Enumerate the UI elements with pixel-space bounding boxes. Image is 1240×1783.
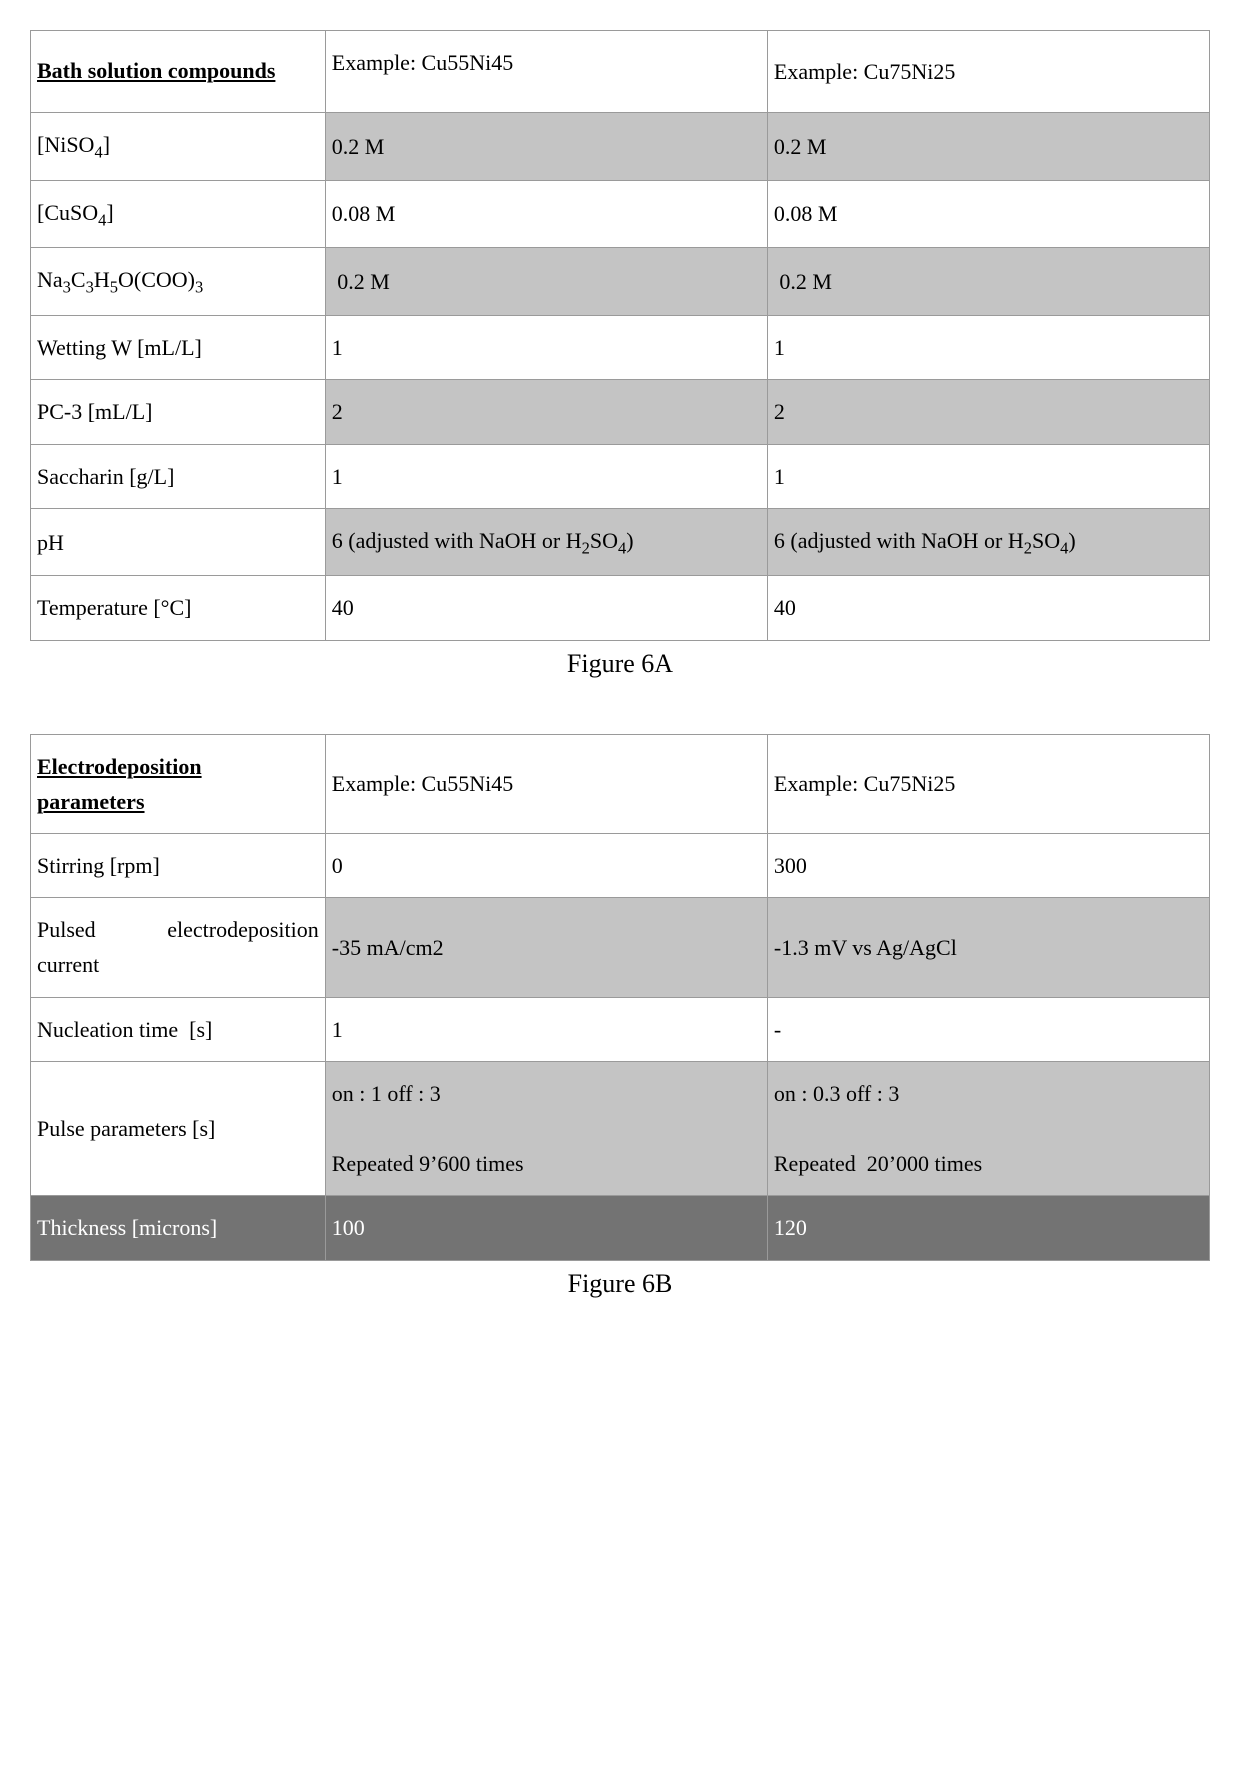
header-col1: Bath solution compounds <box>37 58 275 83</box>
row-value-col2: 1 <box>325 444 767 508</box>
row-value-col3: - <box>767 997 1209 1061</box>
table-row: Saccharin [g/L]11 <box>31 444 1210 508</box>
row-label: Nucleation time [s] <box>31 997 326 1061</box>
row-value-col2: 0.08 M <box>325 180 767 248</box>
row-value-col3: 1 <box>767 316 1209 380</box>
row-value-col2: 0 <box>325 834 767 898</box>
table-row: Nucleation time [s]1- <box>31 997 1210 1061</box>
table-row: Temperature [°C]4040 <box>31 576 1210 640</box>
table-row: PC-3 [mL/L]22 <box>31 380 1210 444</box>
figure-caption-b: Figure 6B <box>30 1269 1210 1299</box>
row-label: pH <box>31 508 326 576</box>
row-value-col2: 6 (adjusted with NaOH or H2SO4) <box>325 508 767 576</box>
row-label: Wetting W [mL/L] <box>31 316 326 380</box>
table-row: Pulse parameters [s]on : 1 off : 3Repeat… <box>31 1061 1210 1196</box>
table-row: Thickness [microns]100120 <box>31 1196 1210 1260</box>
row-value-col3: 2 <box>767 380 1209 444</box>
table-header-row: Electrodepositionparameters Example: Cu5… <box>31 734 1210 833</box>
row-value-col3: 300 <box>767 834 1209 898</box>
row-label: PC-3 [mL/L] <box>31 380 326 444</box>
row-label: Na3C3H5O(COO)3 <box>31 248 326 316</box>
row-value-col3: 0.2 M <box>767 112 1209 180</box>
row-label: Thickness [microns] <box>31 1196 326 1260</box>
row-value-col2: 0.2 M <box>325 112 767 180</box>
row-label: Pulsed electrodeposition current <box>31 898 326 997</box>
table-row: [CuSO4]0.08 M0.08 M <box>31 180 1210 248</box>
row-label: Stirring [rpm] <box>31 834 326 898</box>
row-value-col3: 120 <box>767 1196 1209 1260</box>
row-value-col2: 0.2 M <box>325 248 767 316</box>
electrodeposition-table: Electrodepositionparameters Example: Cu5… <box>30 734 1210 1261</box>
row-value-col2: 2 <box>325 380 767 444</box>
header-col2: Example: Cu55Ni45 <box>325 734 767 833</box>
table-row: Na3C3H5O(COO)3 0.2 M 0.2 M <box>31 248 1210 316</box>
header-col3: Example: Cu75Ni25 <box>767 734 1209 833</box>
row-value-col3: -1.3 mV vs Ag/AgCl <box>767 898 1209 997</box>
table-row: Pulsed electrodeposition current-35 mA/c… <box>31 898 1210 997</box>
header-col1: Electrodepositionparameters <box>37 754 202 814</box>
row-value-col2: 1 <box>325 997 767 1061</box>
bath-solution-table: Bath solution compounds Example: Cu55Ni4… <box>30 30 1210 641</box>
header-col2: Example: Cu55Ni45 <box>325 31 767 113</box>
row-value-col3: 0.08 M <box>767 180 1209 248</box>
row-label: [NiSO4] <box>31 112 326 180</box>
table-row: pH6 (adjusted with NaOH or H2SO4)6 (adju… <box>31 508 1210 576</box>
row-label: Temperature [°C] <box>31 576 326 640</box>
row-value-col2: 100 <box>325 1196 767 1260</box>
table-header-row: Bath solution compounds Example: Cu55Ni4… <box>31 31 1210 113</box>
row-label: [CuSO4] <box>31 180 326 248</box>
row-value-col3: 0.2 M <box>767 248 1209 316</box>
row-label: Pulse parameters [s] <box>31 1061 326 1196</box>
row-label: Saccharin [g/L] <box>31 444 326 508</box>
row-value-col2: 40 <box>325 576 767 640</box>
table-row: [NiSO4]0.2 M0.2 M <box>31 112 1210 180</box>
header-col3: Example: Cu75Ni25 <box>767 31 1209 113</box>
row-value-col3: 1 <box>767 444 1209 508</box>
row-value-col2: on : 1 off : 3Repeated 9’600 times <box>325 1061 767 1196</box>
row-value-col3: 6 (adjusted with NaOH or H2SO4) <box>767 508 1209 576</box>
row-value-col2: -35 mA/cm2 <box>325 898 767 997</box>
table-row: Wetting W [mL/L]11 <box>31 316 1210 380</box>
figure-caption-a: Figure 6A <box>30 649 1210 679</box>
row-value-col3: on : 0.3 off : 3Repeated 20’000 times <box>767 1061 1209 1196</box>
table-row: Stirring [rpm]0300 <box>31 834 1210 898</box>
row-value-col2: 1 <box>325 316 767 380</box>
row-value-col3: 40 <box>767 576 1209 640</box>
